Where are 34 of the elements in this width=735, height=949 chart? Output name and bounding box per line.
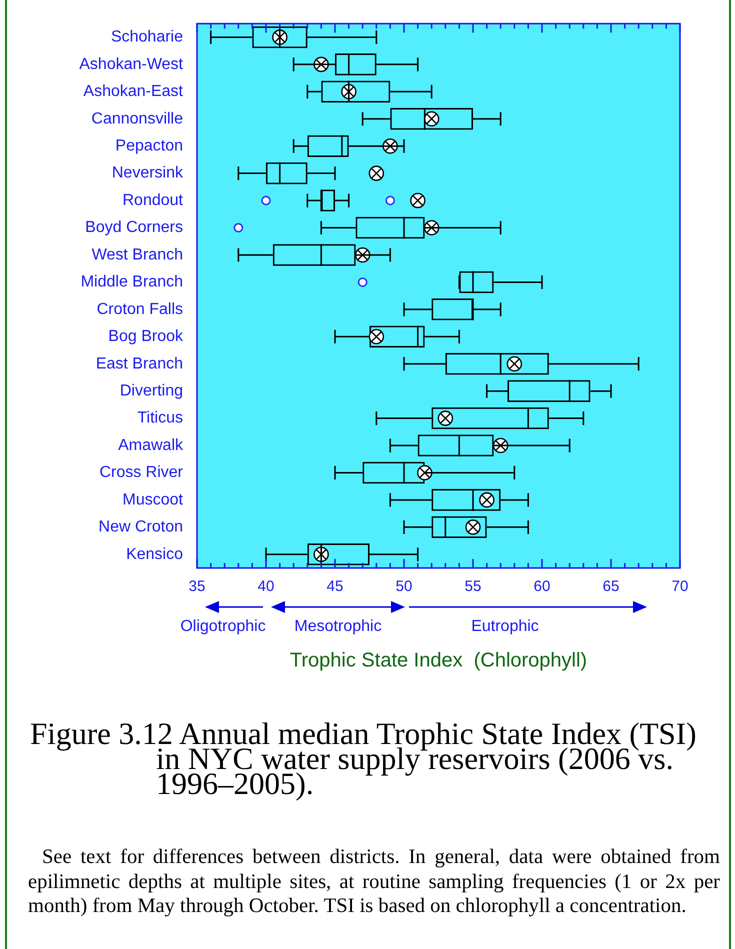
y-tick-label: Schoharie: [110, 28, 184, 46]
y-tick-label: Amawalk: [118, 436, 184, 454]
y-tick-label: West Branch: [92, 246, 183, 264]
y-tick-label: Croton Falls: [96, 300, 183, 318]
y-tick-label: Pepacton: [115, 137, 183, 154]
y-tick-label: Cannonsville: [91, 110, 184, 128]
x-axis-title: Trophic State Index (Chlorophyll): [290, 650, 588, 672]
y-tick-label: Boyd Corners: [85, 219, 183, 236]
y-tick-label: Neversink: [112, 164, 184, 182]
y-tick-label: Middle Branch: [80, 274, 183, 291]
x-tick-label: 70: [672, 578, 688, 596]
text: Eutrophic: [471, 618, 539, 636]
y-tick-label: Ashokan-East: [83, 83, 184, 100]
x-tick-label: 60: [534, 578, 550, 596]
y-tick-label: New Croton: [98, 518, 183, 536]
x-tick-label: 65: [602, 578, 620, 596]
y-tick-label: Cross River: [99, 464, 184, 482]
y-tick-label: Bog Brook: [108, 328, 184, 346]
y-tick-label: East Branch: [96, 355, 183, 372]
text: Mesotrophic: [294, 618, 382, 636]
x-tick-label: 40: [258, 578, 274, 596]
text: Oligotrophic: [180, 618, 266, 636]
text: See text for differences between districts. In general, data were obtained from epilimnetic depths at multiple sites, at routine sampling frequencies (1 or 2x per month) from May through October. TSI is based on chlorophyll a concentration.: [28, 845, 720, 918]
x-tick-label: 45: [326, 578, 344, 596]
y-tick-label: Ashokan-West: [79, 56, 184, 73]
y-tick-label: Rondout: [122, 192, 184, 209]
y-tick-label: Muscoot: [122, 491, 184, 508]
x-tick-label: 50: [396, 578, 412, 596]
x-tick-label: 55: [464, 578, 482, 596]
y-tick-label: Kensico: [126, 546, 184, 563]
y-tick-label: Titicus: [137, 410, 183, 427]
text: Figure 3.12 Annual median Trophic State Index (TSI) in NYC water supply reservoirs (2006 vs. 1996–2005).: [30, 716, 698, 801]
y-tick-label: Diverting: [120, 382, 183, 400]
x-tick-label: 35: [188, 578, 206, 596]
